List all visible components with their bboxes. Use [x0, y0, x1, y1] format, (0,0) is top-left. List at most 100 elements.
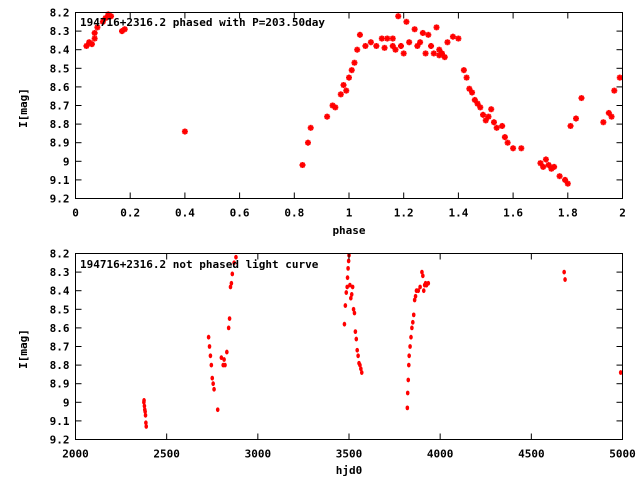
- data-point: [563, 277, 567, 282]
- data-point: [405, 405, 410, 411]
- data-point: [348, 67, 355, 74]
- unphased-x-ticks: 2000 2500 3000 3500 4000 4500 5000: [62, 253, 636, 461]
- phased-x-tick-label: 1.4: [448, 207, 468, 220]
- phased-x-tick-label: 0.4: [175, 207, 195, 220]
- data-point: [348, 282, 352, 288]
- data-point: [392, 46, 399, 53]
- data-point: [345, 284, 349, 290]
- data-point: [226, 325, 231, 331]
- data-point: [406, 377, 411, 383]
- unphased-y-tick-label: 8.2: [50, 248, 70, 261]
- data-point: [618, 370, 623, 375]
- phased-y-tick-label: 8.2: [50, 7, 70, 20]
- data-point: [407, 353, 411, 359]
- data-point: [417, 39, 424, 46]
- data-point: [88, 41, 95, 48]
- data-point: [406, 39, 413, 46]
- data-point: [351, 306, 356, 312]
- data-point: [573, 115, 580, 122]
- unphased-x-tick-label: 3500: [336, 448, 363, 461]
- phased-x-tick-label: 0.6: [230, 207, 250, 220]
- data-point: [219, 355, 224, 361]
- data-point: [332, 104, 339, 111]
- unphased-x-tick-label: 2500: [153, 448, 180, 461]
- data-point: [142, 403, 147, 409]
- data-point: [403, 18, 410, 25]
- unphased-y-tick-label: 9.2: [50, 434, 70, 447]
- phased-x-tick-label: 0.2: [120, 207, 140, 220]
- data-point: [346, 265, 350, 271]
- data-point: [230, 271, 235, 277]
- data-point: [411, 312, 416, 318]
- data-point: [94, 24, 101, 31]
- data-point: [228, 284, 233, 290]
- unphased-x-tick-label: 5000: [609, 448, 636, 461]
- data-point: [542, 156, 549, 163]
- data-point: [499, 122, 506, 129]
- data-point: [540, 163, 547, 170]
- phased-x-tick-label: 0.8: [284, 207, 304, 220]
- unphased-chart: 8.2 8.3 8.4 8.5 8.6 8.7 8.8 8.9 9 9.1 9.2 2000 2500…: [17, 248, 636, 478]
- data-point: [384, 35, 391, 42]
- data-point: [381, 44, 388, 51]
- data-point: [430, 50, 437, 57]
- data-point: [407, 362, 411, 368]
- data-point: [441, 54, 448, 61]
- data-point: [299, 162, 306, 169]
- phased-x-tick-label: 1.6: [503, 207, 523, 220]
- data-point: [340, 82, 347, 89]
- data-point: [608, 113, 615, 120]
- phased-y-tick-label: 8.8: [50, 118, 70, 131]
- phased-chart: 8.28.38.48.58.68.78.88.999.19.2 0 0.2 0.4 0…: [17, 7, 626, 238]
- data-point: [373, 42, 380, 49]
- data-point: [234, 254, 238, 260]
- data-point: [611, 87, 618, 94]
- data-point: [102, 15, 109, 22]
- data-point: [433, 24, 440, 31]
- data-point: [359, 366, 363, 372]
- data-point: [337, 91, 344, 98]
- data-point: [409, 334, 413, 340]
- data-point: [227, 316, 232, 321]
- data-point: [344, 290, 349, 295]
- data-point: [449, 33, 456, 40]
- data-point: [91, 29, 98, 36]
- data-point: [425, 31, 432, 38]
- phased-y-tick-label: 8.3: [50, 25, 70, 38]
- phased-x-ticks: 0 0.2 0.4 0.6 0.8 1 1.2 1.4 1.6 1.8 2: [72, 12, 626, 220]
- data-point: [343, 87, 350, 94]
- phased-points: [83, 11, 623, 187]
- phased-y-tick-label: 8.5: [50, 62, 70, 75]
- data-point: [209, 362, 214, 368]
- unphased-points: [142, 252, 623, 429]
- phased-x-tick-label: 1.2: [394, 207, 414, 220]
- phased-y-tick-label: 9: [63, 155, 70, 168]
- phased-x-tick-label: 2: [619, 207, 626, 220]
- phased-y-tick-label: 8.7: [50, 100, 70, 113]
- data-point: [352, 310, 357, 316]
- unphased-x-tick-label: 4000: [427, 448, 454, 461]
- data-point: [418, 284, 422, 290]
- unphased-plot-frame: [75, 253, 623, 440]
- data-point: [562, 269, 566, 275]
- unphased-x-tick-label: 4500: [518, 448, 545, 461]
- phased-y-tick-label: 8.9: [50, 137, 70, 150]
- data-point: [493, 124, 500, 131]
- phased-y-tick-label: 8.4: [50, 44, 70, 57]
- data-point: [99, 18, 106, 25]
- data-point: [367, 39, 374, 46]
- data-point: [421, 288, 426, 294]
- data-point: [142, 398, 146, 403]
- data-point: [229, 280, 234, 286]
- data-point: [518, 145, 525, 152]
- data-point: [212, 386, 216, 392]
- data-point: [304, 139, 311, 146]
- data-point: [91, 35, 98, 42]
- data-point: [426, 280, 431, 286]
- data-point: [410, 325, 414, 331]
- data-point: [455, 35, 462, 42]
- data-point: [480, 111, 487, 118]
- data-point: [121, 26, 128, 33]
- phased-y-tick-label: 9.1: [50, 174, 70, 187]
